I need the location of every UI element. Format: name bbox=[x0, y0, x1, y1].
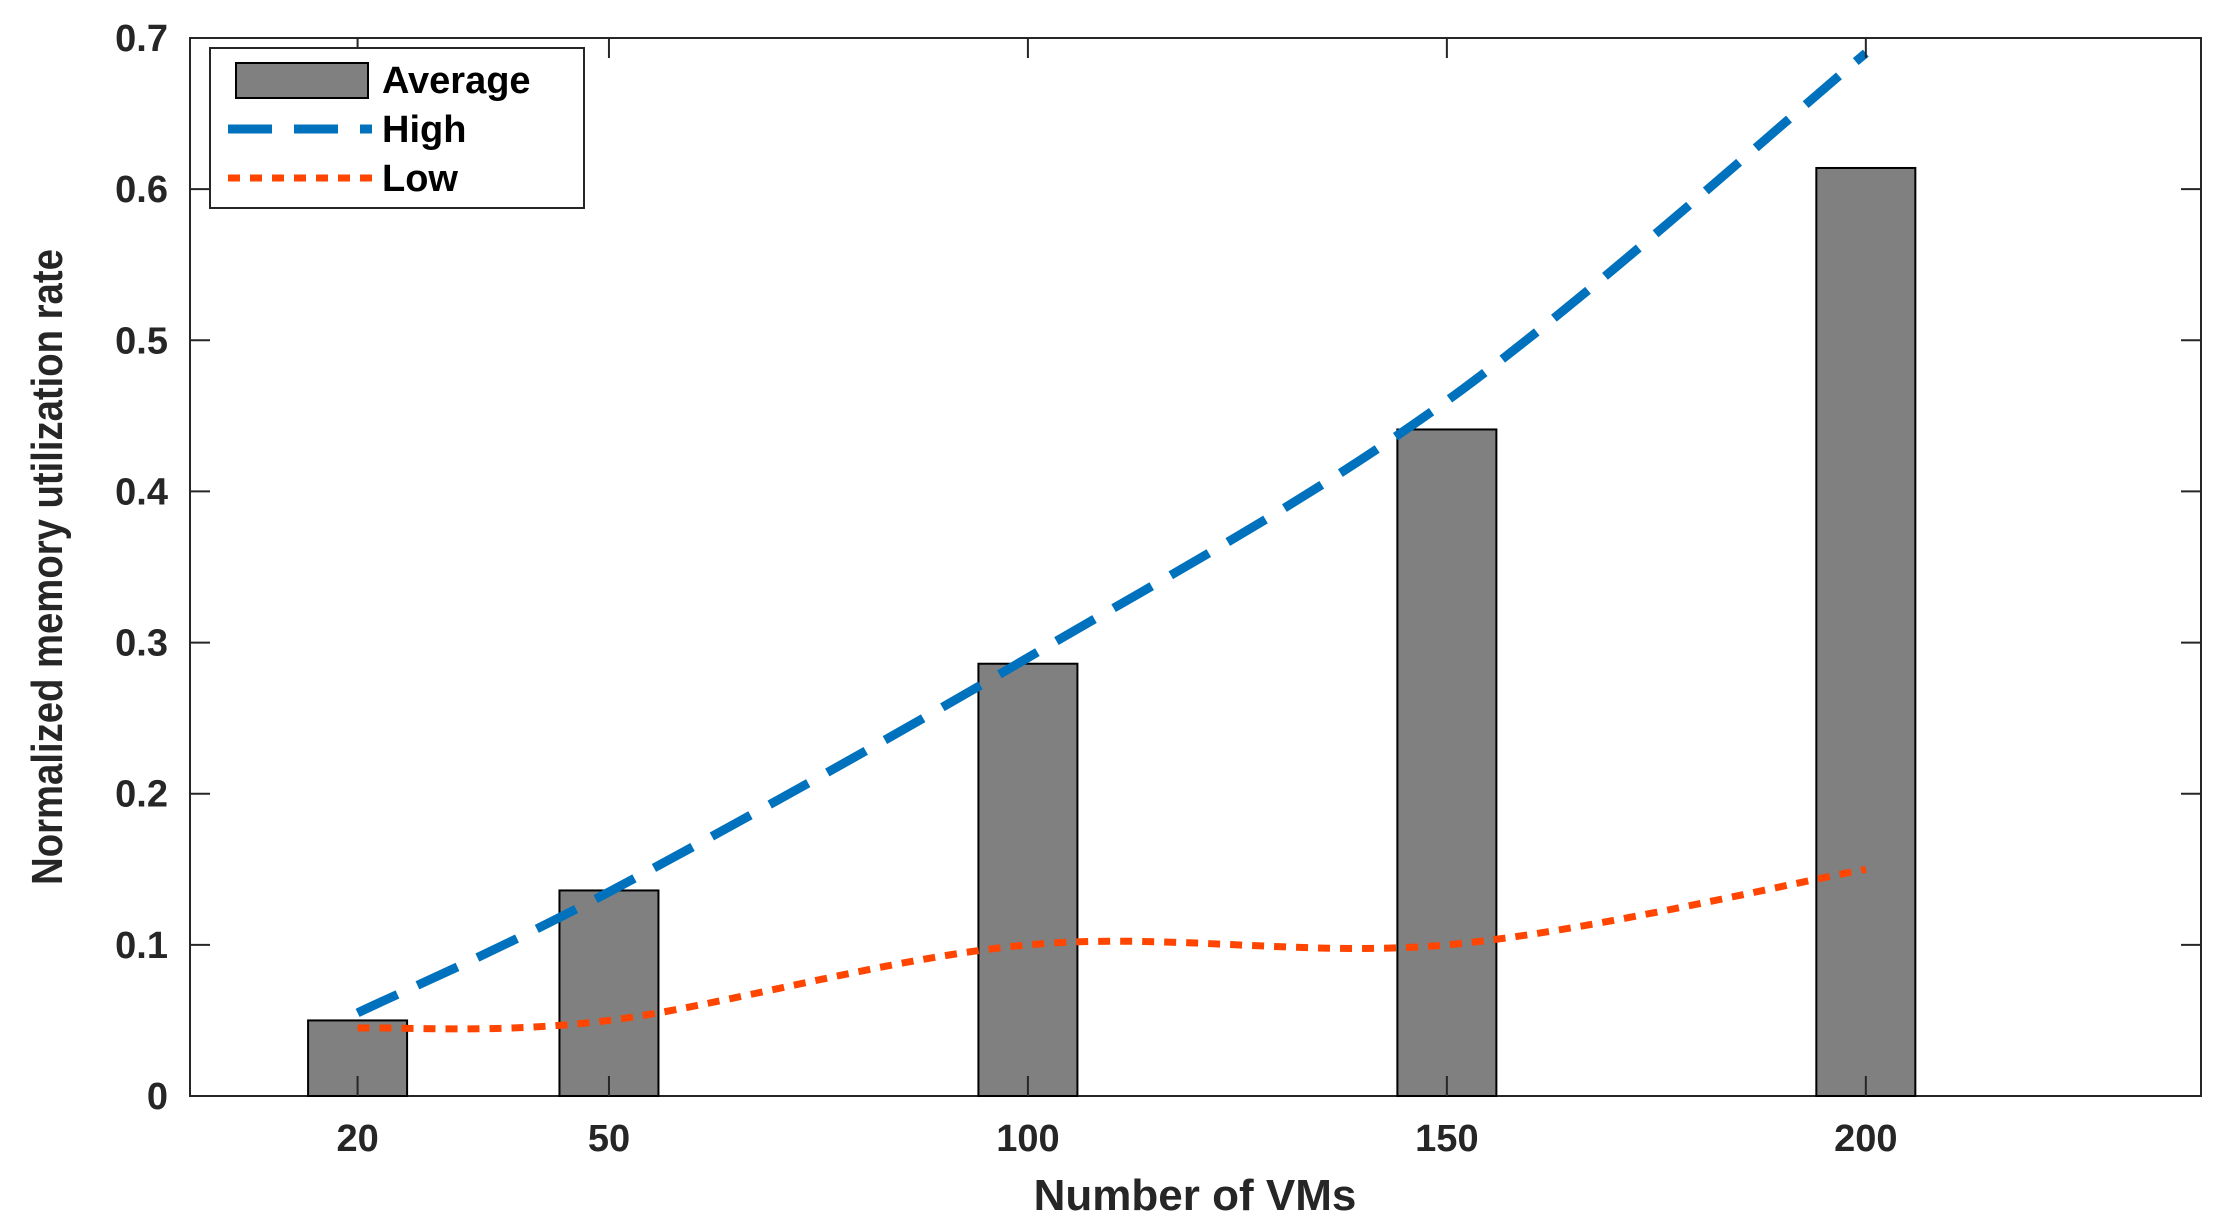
x-tick-label: 50 bbox=[588, 1118, 630, 1160]
bar-average-150 bbox=[1396, 428, 1498, 1097]
y-tick-labels: 0 0.1 0.2 0.3 0.4 0.5 0.6 0.7 bbox=[115, 18, 168, 1118]
x-tick-label: 20 bbox=[336, 1118, 378, 1160]
y-tick-label: 0.3 bbox=[115, 623, 168, 665]
bar-average-50 bbox=[558, 889, 660, 1098]
x-tick-label: 200 bbox=[1834, 1118, 1897, 1160]
x-axis-title: Number of VMs bbox=[1034, 1171, 1357, 1220]
y-tick-label: 0.7 bbox=[115, 18, 168, 60]
legend-label-average: Average bbox=[382, 60, 531, 102]
legend: Average High Low bbox=[209, 47, 585, 209]
x-tick-labels: 20 50 100 150 200 bbox=[336, 1118, 1897, 1160]
lines-layer bbox=[355, 49, 1869, 1033]
bar-average-200 bbox=[1815, 166, 1917, 1098]
y-tick-label: 0.5 bbox=[115, 320, 168, 362]
y-axis-title: Normalized memory utilization rate bbox=[23, 249, 72, 885]
y-tick-label: 0.4 bbox=[115, 471, 168, 513]
bars-layer bbox=[307, 166, 1917, 1098]
line-low bbox=[357, 865, 1867, 1033]
bar-average-100 bbox=[977, 662, 1079, 1098]
x-tick-label: 100 bbox=[996, 1118, 1059, 1160]
ticks-layer bbox=[190, 37, 2201, 1097]
y-tick-label: 0.1 bbox=[115, 925, 168, 967]
line-high bbox=[355, 49, 1869, 1017]
legend-label-low: Low bbox=[382, 158, 458, 200]
y-tick-label: 0.6 bbox=[115, 169, 168, 211]
y-tick-label: 0.2 bbox=[115, 774, 168, 816]
x-tick-label: 150 bbox=[1415, 1118, 1478, 1160]
legend-label-high: High bbox=[382, 109, 466, 151]
legend-swatch-average bbox=[235, 62, 369, 99]
y-tick-label: 0 bbox=[147, 1076, 168, 1118]
